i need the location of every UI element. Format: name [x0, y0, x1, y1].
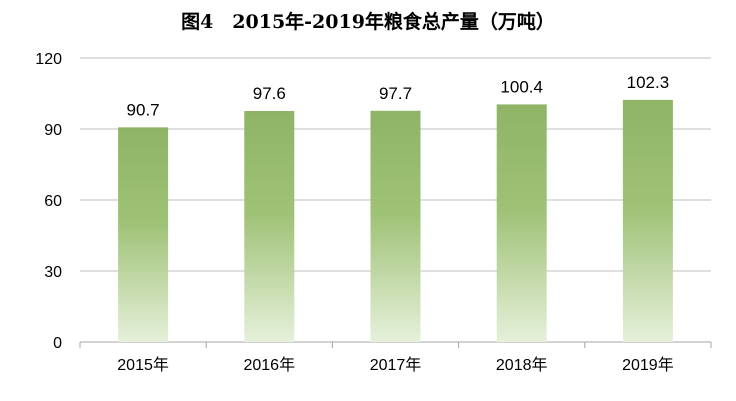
y-tick-label: 0 — [53, 335, 62, 352]
data-label: 102.3 — [627, 73, 670, 92]
data-label: 90.7 — [127, 100, 160, 119]
bars — [118, 99, 673, 343]
data-labels: 90.7 97.6 97.7 100.4 102.3 — [127, 73, 670, 119]
y-axis-ticks: 0 30 60 90 120 — [35, 51, 62, 352]
bar — [244, 111, 295, 342]
data-label: 97.6 — [253, 84, 286, 103]
data-label: 100.4 — [500, 77, 543, 96]
bar — [118, 127, 169, 343]
y-tick-label: 90 — [44, 122, 62, 139]
bar — [622, 99, 673, 342]
x-tick-label: 2018年 — [496, 356, 548, 374]
bar — [370, 110, 421, 342]
x-tick-label: 2015年 — [117, 356, 169, 374]
x-axis-ticks: 2015年 2016年 2017年 2018年 2019年 — [79, 342, 712, 374]
x-tick-label: 2017年 — [370, 356, 422, 374]
bar — [496, 104, 547, 343]
data-label: 97.7 — [379, 84, 412, 103]
x-tick-label: 2019年 — [622, 356, 674, 374]
y-tick-label: 30 — [44, 264, 62, 281]
y-tick-label: 60 — [44, 193, 62, 210]
y-tick-label: 120 — [35, 51, 62, 68]
chart-title: 图4 2015年-2019年粮食总产量（万吨） — [181, 10, 555, 33]
x-tick-label: 2016年 — [243, 356, 295, 374]
